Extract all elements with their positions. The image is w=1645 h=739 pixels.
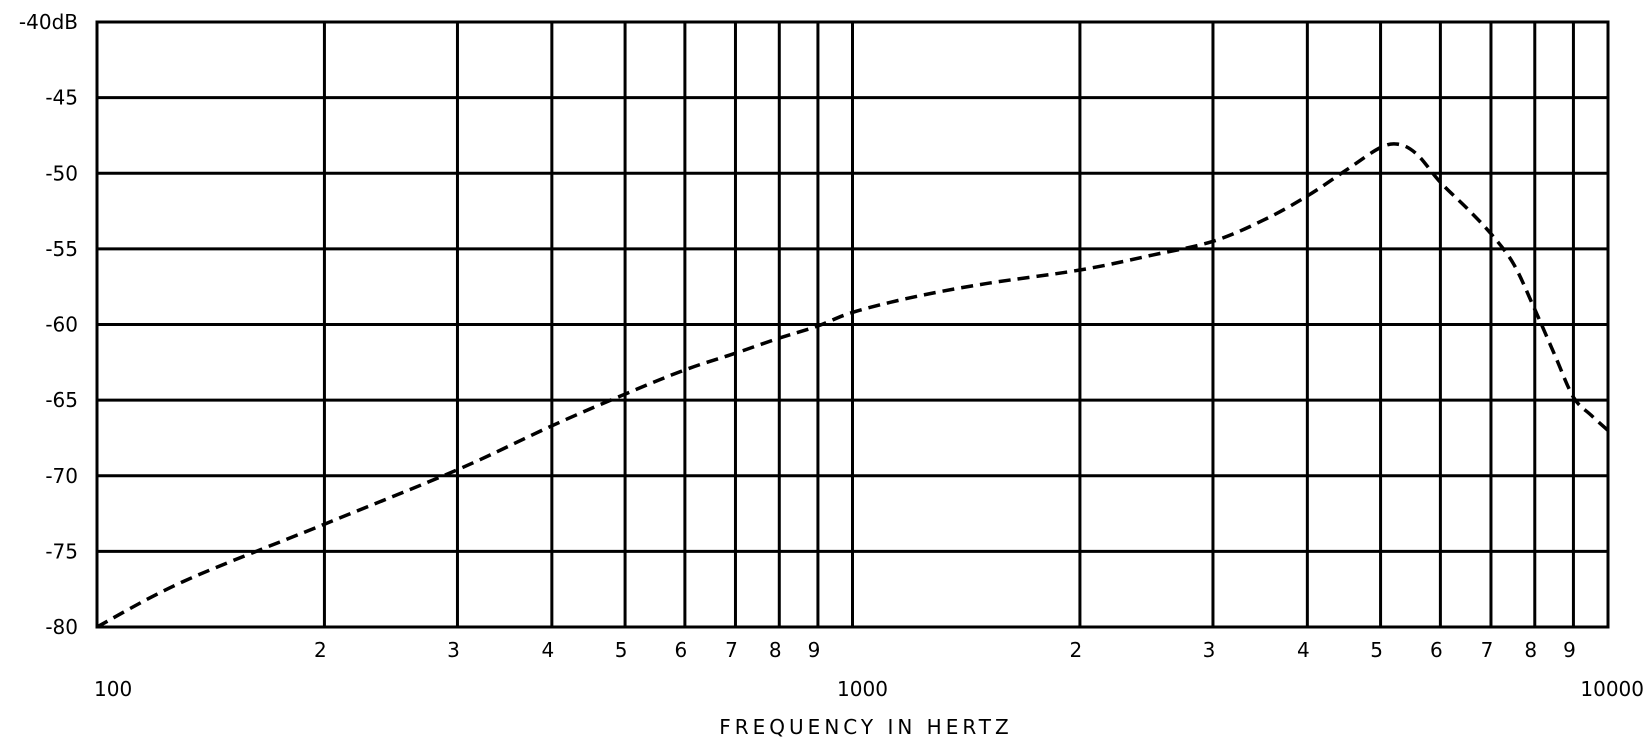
y-tick-label: -50 — [45, 161, 78, 185]
x-tick-label: 6 — [1430, 638, 1443, 662]
x-tick-label: 9 — [808, 638, 821, 662]
grid — [97, 20, 1608, 629]
tick-labels: -40dB -45 -50 -55 -60 -65 -70 -75 -80 2 3 4 5 6 7 8 9 2 3 4… — [19, 10, 1644, 701]
x-tick-label: 9 — [1563, 638, 1576, 662]
y-tick-label: -75 — [45, 539, 78, 563]
x-tick-label: 5 — [1370, 638, 1383, 662]
x-tick-label: 8 — [769, 638, 782, 662]
y-tick-label: -55 — [45, 237, 78, 261]
x-tick-label: 3 — [1203, 638, 1216, 662]
x-decade-label: 10000 — [1580, 677, 1644, 701]
x-tick-label: 7 — [725, 638, 738, 662]
y-tick-label: -45 — [45, 86, 78, 110]
response-curve — [96, 142, 1610, 629]
y-tick-label: -60 — [45, 313, 78, 337]
x-tick-label: 2 — [314, 638, 327, 662]
y-tick-label: -65 — [45, 388, 78, 412]
y-tick-label: -40dB — [19, 10, 78, 34]
x-tick-label: 7 — [1481, 638, 1494, 662]
y-tick-label: -70 — [45, 464, 78, 488]
x-tick-label: 6 — [675, 638, 688, 662]
plot-border — [95, 20, 1610, 629]
x-tick-label: 2 — [1070, 638, 1083, 662]
x-tick-label: 4 — [541, 638, 554, 662]
x-tick-label: 3 — [447, 638, 460, 662]
y-tick-label: -80 — [45, 615, 78, 639]
x-decade-label: 1000 — [837, 677, 888, 701]
x-axis-title: FREQUENCY IN HERTZ — [719, 715, 1012, 739]
x-tick-label: 4 — [1297, 638, 1310, 662]
plot-frame — [95, 20, 1610, 629]
series-layer — [96, 142, 1610, 629]
x-decade-label: 100 — [94, 677, 132, 701]
x-tick-label: 8 — [1524, 638, 1537, 662]
x-tick-label: 5 — [615, 638, 628, 662]
